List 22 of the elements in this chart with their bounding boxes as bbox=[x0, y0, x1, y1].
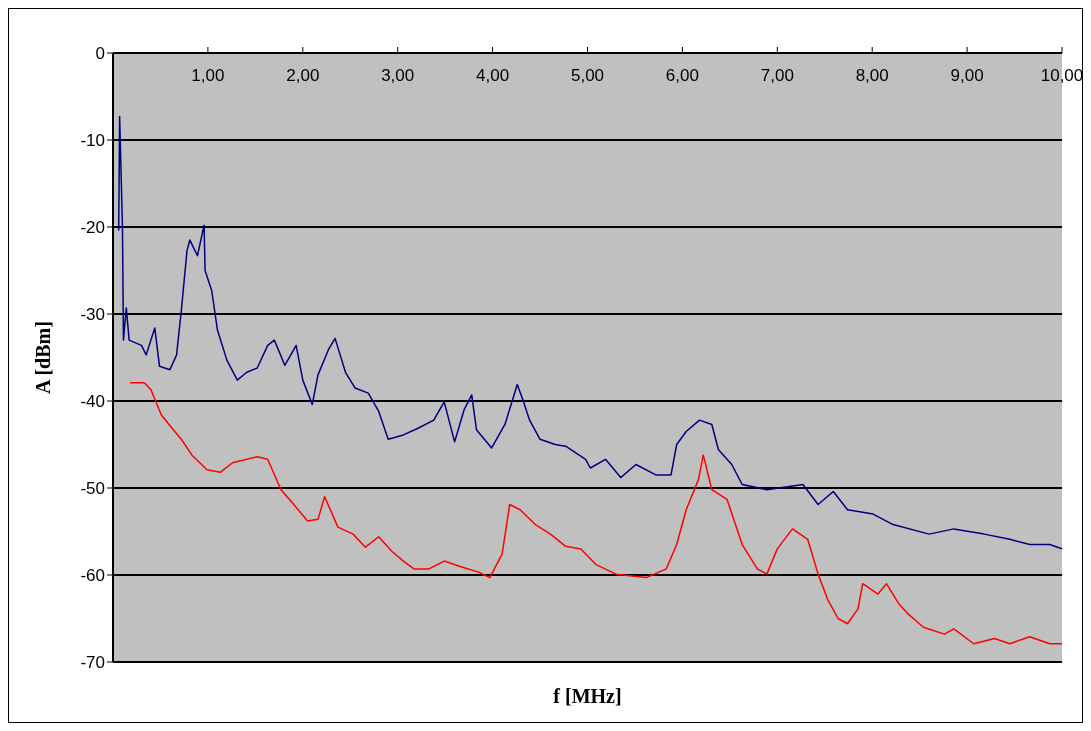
y-tick-label: -70 bbox=[80, 653, 105, 673]
x-axis-title: f [MHz] bbox=[552, 685, 623, 708]
y-tick-label: -20 bbox=[80, 218, 105, 238]
x-tick-label: 3,00 bbox=[381, 66, 415, 85]
x-tick-label: 1,00 bbox=[191, 66, 225, 85]
x-tick-label: 10,00 bbox=[1040, 66, 1084, 85]
y-tick-label: 0 bbox=[95, 44, 105, 64]
y-tick-label: -40 bbox=[80, 392, 105, 412]
x-tick-label: 7,00 bbox=[760, 66, 794, 85]
x-tick-label: 9,00 bbox=[950, 66, 984, 85]
line-series bbox=[129, 381, 1062, 645]
x-tick-label: 4,00 bbox=[476, 66, 510, 85]
y-tick-label: -10 bbox=[80, 131, 105, 151]
y-axis-title: A [dBm] bbox=[32, 321, 55, 394]
y-tick-label: -50 bbox=[80, 479, 105, 499]
x-tick-label: 8,00 bbox=[855, 66, 889, 85]
x-tick-label: 6,00 bbox=[665, 66, 699, 85]
line-series bbox=[117, 115, 1062, 550]
y-tick-label: -60 bbox=[80, 566, 105, 586]
x-tick-label: 2,00 bbox=[286, 66, 320, 85]
x-tick-label: 5,00 bbox=[570, 66, 605, 85]
y-tick-label: -30 bbox=[80, 305, 105, 325]
